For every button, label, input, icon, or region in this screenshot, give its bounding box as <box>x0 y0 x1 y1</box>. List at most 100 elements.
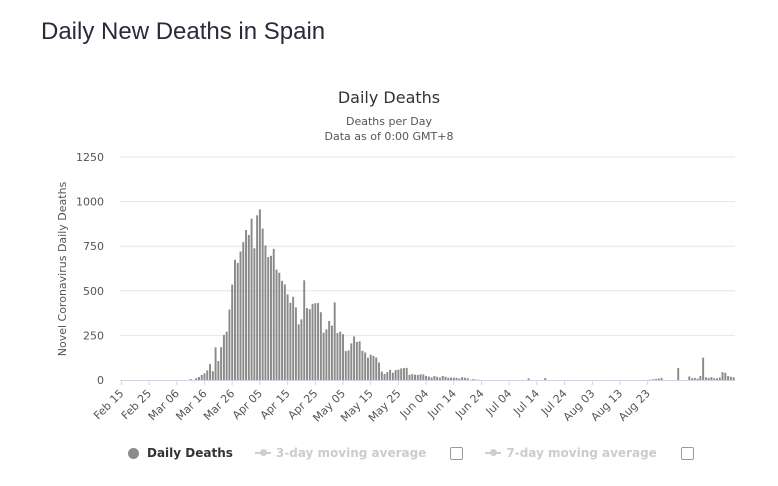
bar[interactable] <box>328 320 331 380</box>
bar[interactable] <box>209 363 212 380</box>
bar[interactable] <box>378 362 380 380</box>
bar[interactable] <box>355 342 358 380</box>
bar[interactable] <box>688 376 691 380</box>
bar[interactable] <box>311 303 314 380</box>
bar[interactable] <box>308 309 311 380</box>
bar[interactable] <box>400 368 403 380</box>
bar[interactable] <box>228 309 231 380</box>
bar[interactable] <box>710 377 713 380</box>
bar[interactable] <box>256 215 259 380</box>
bar[interactable] <box>253 248 256 380</box>
bar[interactable] <box>375 357 378 380</box>
legend-item-3-day-average[interactable]: 3-day moving average <box>254 446 464 460</box>
bar[interactable] <box>258 209 261 380</box>
bar[interactable] <box>297 324 300 380</box>
bar[interactable] <box>353 336 356 380</box>
bar[interactable] <box>189 379 192 380</box>
bar[interactable] <box>233 259 236 380</box>
bar[interactable] <box>330 325 333 380</box>
legend-item-daily-deaths[interactable]: Daily Deaths <box>128 446 233 460</box>
bar[interactable] <box>364 352 367 380</box>
checkbox-7-day-average[interactable] <box>680 446 694 460</box>
bar[interactable] <box>655 378 658 380</box>
bar[interactable] <box>721 372 724 380</box>
bar[interactable] <box>450 377 453 380</box>
bar[interactable] <box>286 294 289 380</box>
bar[interactable] <box>225 331 228 380</box>
bar[interactable] <box>660 378 663 380</box>
bar[interactable] <box>197 376 200 380</box>
bar[interactable] <box>389 369 392 380</box>
bar[interactable] <box>222 334 225 380</box>
bar[interactable] <box>386 372 389 380</box>
bar[interactable] <box>411 374 414 380</box>
bar[interactable] <box>283 284 286 380</box>
bar[interactable] <box>436 376 439 380</box>
bar[interactable] <box>458 378 461 380</box>
bar[interactable] <box>211 371 214 380</box>
bar[interactable] <box>441 375 444 380</box>
bar[interactable] <box>322 332 325 380</box>
bar[interactable] <box>242 242 245 380</box>
bar[interactable] <box>300 319 303 380</box>
bar[interactable] <box>447 377 450 380</box>
bar[interactable] <box>729 376 732 380</box>
legend-item-7-day-average[interactable]: 7-day moving average <box>485 446 694 460</box>
bar[interactable] <box>317 303 320 380</box>
bar[interactable] <box>718 377 721 380</box>
bar[interactable] <box>732 377 735 380</box>
bar[interactable] <box>394 370 397 380</box>
bar[interactable] <box>455 377 458 380</box>
bar[interactable] <box>339 331 342 380</box>
bar[interactable] <box>261 228 264 380</box>
bar[interactable] <box>369 354 372 380</box>
bar[interactable] <box>463 377 466 380</box>
bar[interactable] <box>333 302 336 380</box>
bar[interactable] <box>699 376 702 380</box>
bar[interactable] <box>691 378 694 380</box>
bar[interactable] <box>245 229 248 380</box>
bar[interactable] <box>408 374 411 380</box>
bar[interactable] <box>544 378 547 380</box>
bar[interactable] <box>704 377 707 380</box>
bar[interactable] <box>314 303 317 380</box>
bar[interactable] <box>372 355 375 380</box>
bar[interactable] <box>657 378 660 380</box>
bar[interactable] <box>713 378 716 380</box>
bar[interactable] <box>430 377 433 380</box>
bar[interactable] <box>247 234 250 380</box>
bar[interactable] <box>203 373 206 380</box>
bar[interactable] <box>358 341 361 380</box>
bar[interactable] <box>425 375 428 380</box>
bar[interactable] <box>677 368 680 380</box>
bar[interactable] <box>380 371 383 380</box>
bar[interactable] <box>438 377 441 380</box>
bar[interactable] <box>433 376 436 380</box>
bar[interactable] <box>466 378 469 380</box>
bar[interactable] <box>319 312 322 380</box>
bar[interactable] <box>461 377 464 380</box>
bar[interactable] <box>206 370 209 380</box>
bar[interactable] <box>652 379 655 380</box>
bar[interactable] <box>325 329 328 380</box>
bar[interactable] <box>702 357 705 380</box>
bar[interactable] <box>414 374 417 380</box>
bar[interactable] <box>344 351 347 380</box>
bar[interactable] <box>336 333 339 380</box>
bar[interactable] <box>397 369 400 380</box>
bar[interactable] <box>294 307 297 380</box>
bar[interactable] <box>272 248 275 380</box>
bar[interactable] <box>361 350 364 380</box>
bar[interactable] <box>472 379 475 380</box>
bar[interactable] <box>250 218 253 380</box>
bar[interactable] <box>427 376 430 380</box>
checkbox-3-day-average[interactable] <box>450 446 464 460</box>
bar[interactable] <box>292 296 295 380</box>
bar[interactable] <box>200 375 203 380</box>
bar[interactable] <box>281 280 284 380</box>
bar[interactable] <box>278 272 281 380</box>
bar[interactable] <box>350 343 353 380</box>
bar[interactable] <box>444 376 447 380</box>
bar[interactable] <box>527 378 530 380</box>
bar[interactable] <box>419 374 422 380</box>
